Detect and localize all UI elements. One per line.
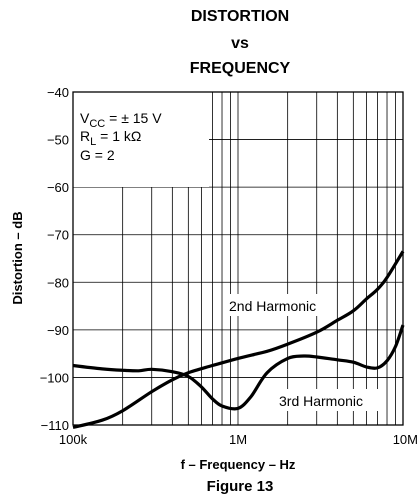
y-tick-label: −100 — [40, 370, 69, 385]
x-tick-label: 1M — [229, 432, 247, 447]
y-tick-label: −80 — [47, 275, 69, 290]
plot-frame — [72, 91, 404, 426]
y-tick-label: −110 — [41, 418, 69, 433]
chart-title-line-1: DISTORTION — [190, 8, 290, 25]
series-label-3rd-harmonic: 3rd Harmonic — [279, 393, 363, 409]
y-tick-label: −70 — [47, 228, 69, 243]
figure-label: Figure 13 — [206, 478, 274, 495]
chart-title-line-2: vs — [231, 35, 249, 52]
x-tick-label: 100k — [59, 432, 88, 447]
x-tick-label: 10M — [393, 432, 418, 447]
label-bg-3rd — [276, 389, 383, 411]
series-label-2nd-harmonic: 2nd Harmonic — [229, 298, 316, 314]
y-tick-label: −60 — [47, 180, 69, 195]
chart-title-line-3: FREQUENCY — [189, 60, 291, 77]
y-tick-label: −40 — [47, 85, 69, 100]
gain-condition: G = 2 — [80, 147, 115, 163]
vcc-condition: VCC = ± 15 V — [80, 110, 162, 130]
series-line-3rd-harmonic — [72, 324, 405, 411]
y-tick-label: −50 — [47, 133, 69, 148]
x-axis-label: f – Frequency – Hz — [181, 457, 296, 472]
y-tick-label: −90 — [47, 323, 69, 338]
conditions-box — [73, 92, 209, 187]
label-bg-2nd — [226, 294, 332, 316]
rl-condition: RL = 1 kΩ — [80, 128, 141, 148]
y-axis-label: Distortion – dB — [10, 211, 25, 304]
series-line-2nd-harmonic — [72, 250, 405, 429]
series-group — [72, 250, 405, 429]
